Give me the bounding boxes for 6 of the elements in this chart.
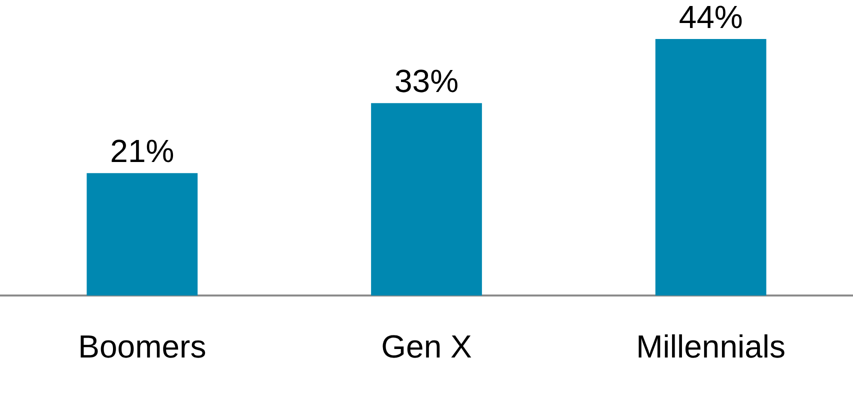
data-label: 21% (110, 132, 174, 169)
data-label: 33% (394, 62, 459, 99)
x-tick-label: Millennials (636, 328, 786, 365)
x-tick-label: Boomers (78, 328, 206, 365)
data-label: 44% (678, 0, 743, 35)
x-tick-label: Gen X (381, 328, 472, 365)
